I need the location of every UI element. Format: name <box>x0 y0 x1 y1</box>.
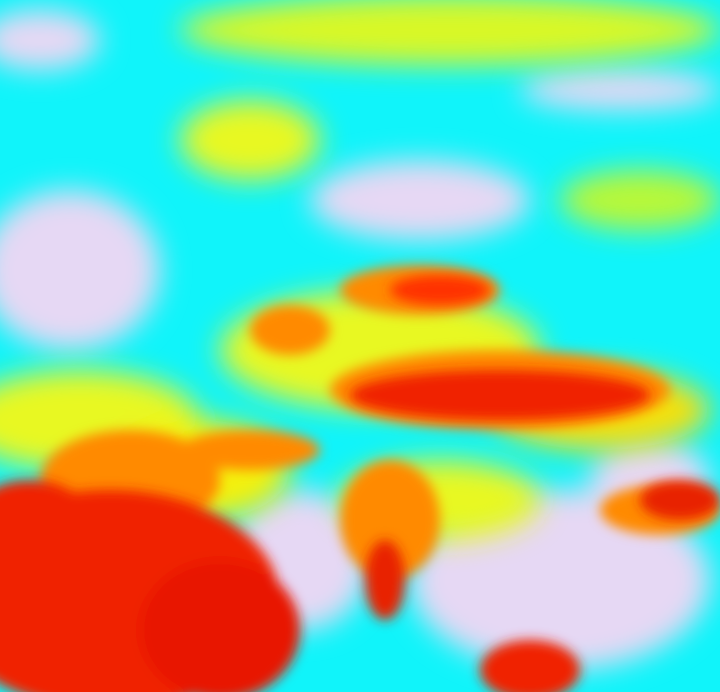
red-regions <box>0 275 720 692</box>
